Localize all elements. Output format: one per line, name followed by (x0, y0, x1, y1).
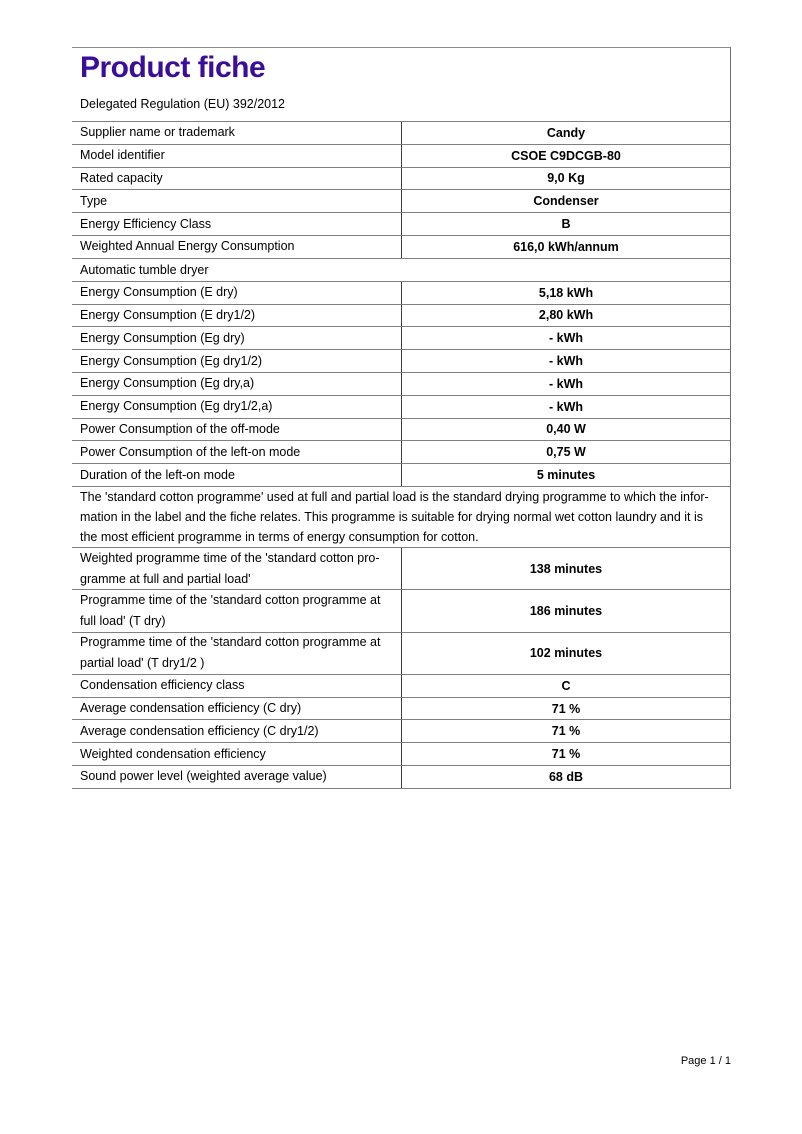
row-value: 2,80 kWh (401, 304, 730, 327)
row-label: Energy Consumption (E dry) (80, 285, 238, 300)
row-value: 616,0 kWh/annum (401, 235, 730, 258)
row-value: 0,75 W (401, 441, 730, 464)
row-label: Programme time of the 'standard cotton p… (80, 592, 381, 628)
row-value: 0,40 W (401, 418, 730, 441)
product-fiche-document: Product fiche Delegated Regulation (EU) … (72, 47, 731, 789)
row-label: Energy Consumption (Eg dry1/2,a) (80, 399, 273, 414)
row-label: Condensation efficiency class (80, 678, 245, 693)
page-number: Page 1 / 1 (680, 1055, 731, 1067)
table-row: Rated capacity 9,0 Kg (72, 167, 730, 191)
table-row: Energy Consumption (E dry1/2) 2,80 kWh (72, 304, 730, 328)
note-text: The 'standard cotton programme' used at … (80, 489, 709, 545)
table-row: Energy Consumption (E dry) 5,18 kWh (72, 281, 730, 305)
row-value: 138 minutes (401, 547, 730, 590)
row-label: Weighted Annual Energy Consumption (80, 239, 295, 254)
table-row: Energy Consumption (Eg dry1/2) - kWh (72, 350, 730, 373)
table-row: Average condensation efficiency (C dry1/… (72, 720, 730, 744)
row-value: 68 dB (401, 766, 730, 788)
row-label: Duration of the left-on mode (80, 467, 235, 482)
table-row: Sound power level (weighted average valu… (72, 766, 730, 789)
row-value: 9,0 Kg (401, 167, 730, 190)
row-label: Supplier name or trademark (80, 125, 235, 140)
row-value: 186 minutes (401, 590, 730, 632)
row-value: 5 minutes (401, 464, 730, 486)
page-title: Product fiche (80, 51, 266, 84)
table-row: Model identifier CSOE C9DCGB-80 (72, 144, 730, 168)
row-label: Energy Consumption (Eg dry,a) (80, 376, 255, 391)
row-label: Energy Consumption (Eg dry1/2) (80, 353, 263, 368)
row-label: Type (80, 193, 108, 208)
table-row: Power Consumption of the off-mode 0,40 W (72, 418, 730, 442)
table-row: Programme time of the 'standard cotton p… (72, 590, 730, 633)
row-value: - kWh (401, 350, 730, 372)
product-fiche-table: Supplier name or trademark Candy Model i… (72, 121, 730, 789)
row-value: C (401, 674, 730, 697)
row-value: 71 % (401, 697, 730, 720)
table-row: Power Consumption of the left-on mode 0,… (72, 441, 730, 465)
row-label: Average condensation efficiency (C dry1/… (80, 723, 319, 738)
table-row: Type Condenser (72, 190, 730, 214)
row-label: Power Consumption of the off-mode (80, 421, 280, 436)
row-value: B (401, 213, 730, 235)
row-value: Candy (401, 122, 730, 144)
table-row: Energy Consumption (Eg dry1/2,a) - kWh (72, 395, 730, 419)
row-value: - kWh (401, 372, 730, 395)
table-note-row: The 'standard cotton programme' used at … (72, 487, 730, 548)
table-row: Condensation efficiency class C (72, 674, 730, 698)
table-row: Weighted Annual Energy Consumption 616,0… (72, 235, 730, 259)
row-label: Programme time of the 'standard cotton p… (80, 635, 381, 671)
row-label: Weighted programme time of the 'standard… (80, 550, 380, 586)
section-label: Automatic tumble dryer (80, 262, 209, 277)
row-label: Energy Efficiency Class (80, 216, 212, 231)
row-label: Energy Consumption (Eg dry) (80, 330, 245, 345)
regulation-subtitle: Delegated Regulation (EU) 392/2012 (80, 97, 285, 111)
table-row: Energy Efficiency Class B (72, 213, 730, 236)
row-value: 71 % (401, 720, 730, 743)
row-label: Weighted condensation efficiency (80, 746, 266, 761)
row-value: Condenser (401, 190, 730, 213)
row-value: - kWh (401, 395, 730, 418)
row-value: - kWh (401, 327, 730, 350)
row-label: Power Consumption of the left-on mode (80, 444, 301, 459)
table-row: Energy Consumption (Eg dry,a) - kWh (72, 372, 730, 396)
table-row: Energy Consumption (Eg dry) - kWh (72, 327, 730, 351)
table-row: Supplier name or trademark Candy (72, 122, 730, 145)
row-label: Model identifier (80, 148, 165, 163)
table-section-row: Automatic tumble dryer (72, 259, 730, 282)
table-row: Duration of the left-on mode 5 minutes (72, 464, 730, 487)
table-row: Weighted programme time of the 'standard… (72, 547, 730, 591)
table-row: Weighted condensation efficiency 71 % (72, 743, 730, 767)
table-row: Programme time of the 'standard cotton p… (72, 632, 730, 675)
row-label: Energy Consumption (E dry1/2) (80, 307, 256, 322)
row-value: CSOE C9DCGB-80 (401, 144, 730, 167)
row-label: Rated capacity (80, 170, 163, 185)
row-value: 71 % (401, 743, 730, 766)
row-label: Sound power level (weighted average valu… (80, 769, 327, 784)
table-row: Average condensation efficiency (C dry) … (72, 697, 730, 721)
row-label: Average condensation efficiency (C dry) (80, 701, 302, 716)
row-value: 102 minutes (401, 632, 730, 674)
row-value: 5,18 kWh (401, 281, 730, 304)
